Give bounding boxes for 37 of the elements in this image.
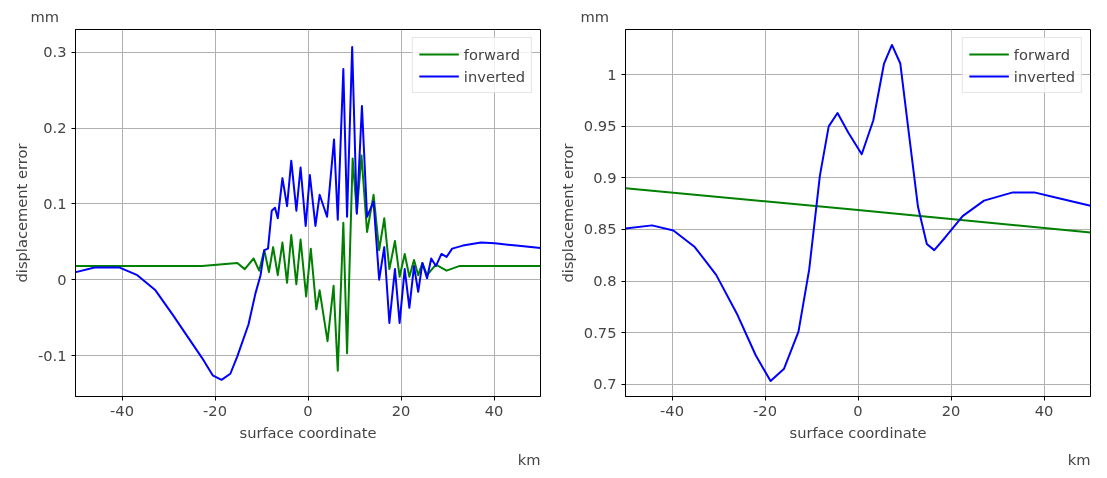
line-series xyxy=(75,154,541,372)
legend-label: inverted xyxy=(1013,67,1075,85)
y-tick-label: 0.7 xyxy=(593,375,617,393)
y-tick-label: 0.95 xyxy=(583,117,617,135)
y-axis-title: displacement error xyxy=(558,142,576,283)
x-axis-title: surface coordinate xyxy=(239,423,377,441)
x-tick-label: 20 xyxy=(941,401,961,419)
x-tick-label: 40 xyxy=(484,401,504,419)
text: km xyxy=(1067,450,1091,468)
x-tick-label: -20 xyxy=(203,401,227,419)
y-tick-label: 0.8 xyxy=(593,272,617,290)
x-tick-label: 0 xyxy=(303,401,313,419)
x-tick-label: -40 xyxy=(660,401,684,419)
x-tick-label: 20 xyxy=(391,401,411,419)
x-tick-label: -20 xyxy=(753,401,777,419)
legend-label: forward xyxy=(463,45,521,63)
y-tick-label: 0.9 xyxy=(593,168,617,186)
text: mm xyxy=(580,7,610,25)
y-tick-label: 1 xyxy=(607,65,617,83)
x-tick-label: -40 xyxy=(110,401,134,419)
y-tick-label: 0.2 xyxy=(43,119,67,137)
y-tick-label: 0 xyxy=(57,270,67,288)
legend-label: forward xyxy=(1013,45,1071,63)
y-tick-label: 0.85 xyxy=(583,220,617,238)
line-series xyxy=(75,45,541,381)
y-tick-label: 0.3 xyxy=(43,43,67,61)
y-axis-title: displacement error xyxy=(12,142,30,283)
y-tick-label: 0.1 xyxy=(43,194,67,212)
y-tick-label: 0.75 xyxy=(583,323,617,341)
x-tick-label: 0 xyxy=(853,401,863,419)
line-series xyxy=(625,43,1091,383)
x-axis-title: surface coordinate xyxy=(789,423,927,441)
x-tick-label: 40 xyxy=(1034,401,1054,419)
text: mm xyxy=(30,7,60,25)
legend-label: inverted xyxy=(463,67,525,85)
y-tick-label: -0.1 xyxy=(37,346,67,364)
text: km xyxy=(517,450,541,468)
